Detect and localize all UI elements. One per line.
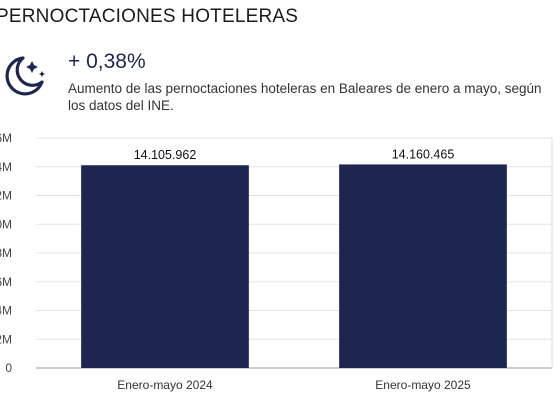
x-tick-label: Enero-mayo 2025: [375, 378, 471, 392]
y-tick-label: 10M: [0, 217, 12, 231]
y-tick-label: 16M: [0, 131, 12, 145]
kpi-description: Aumento de las pernoctaciones hoteleras …: [68, 81, 542, 113]
y-tick-label: 0: [5, 361, 12, 375]
y-tick-label: 14M: [0, 160, 12, 174]
chart-title: PERNOCTACIONES HOTELERAS: [0, 6, 299, 27]
x-tick-label: Enero-mayo 2024: [117, 378, 213, 392]
y-tick-label: 6M: [0, 275, 12, 289]
bar: [339, 164, 507, 368]
kpi-value: + 0,38%: [68, 50, 146, 73]
bar: [81, 165, 249, 368]
y-tick-label: 4M: [0, 304, 12, 318]
y-tick-label: 12M: [0, 189, 12, 203]
x-axis: Enero-mayo 2024 Enero-mayo 2025: [117, 378, 471, 392]
moon-stars-icon: [2, 52, 48, 98]
data-label: 14.160.465: [392, 147, 455, 161]
bars: 14.105.962 14.160.465: [81, 147, 507, 368]
bar-chart: 0 2M 4M 6M 8M 10M 12M 14M 16M 14.105.962 14.160.4…: [0, 131, 553, 392]
data-label: 14.105.962: [134, 148, 197, 162]
y-tick-label: 8M: [0, 246, 12, 260]
y-axis: 0 2M 4M 6M 8M 10M 12M 14M 16M: [0, 131, 12, 375]
y-tick-label: 2M: [0, 332, 12, 346]
